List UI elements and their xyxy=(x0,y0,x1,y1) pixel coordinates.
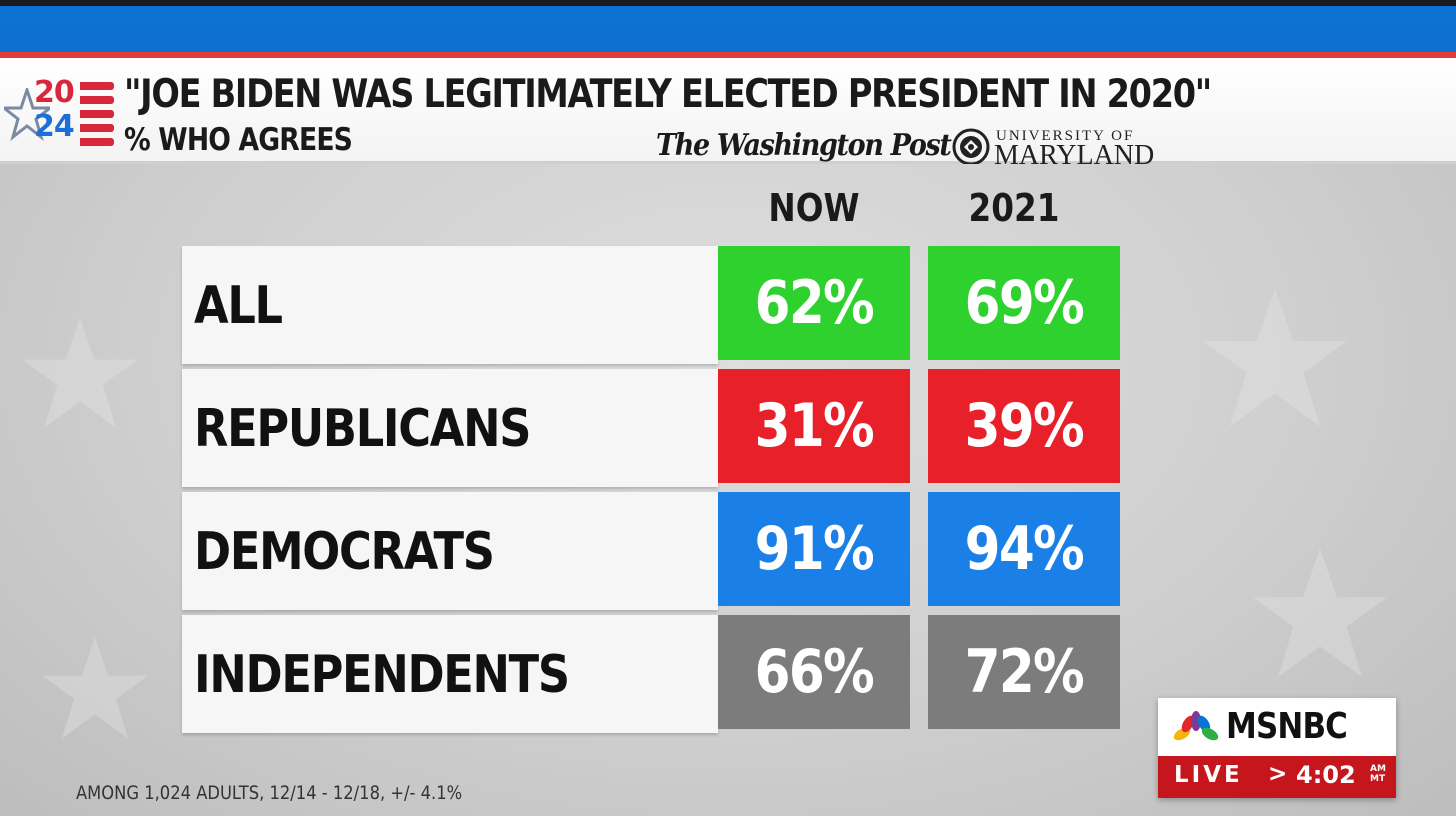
logo-digits-bottom: 24 xyxy=(34,109,75,144)
page-title: "JOE BIDEN WAS LEGITIMATELY ELECTED PRES… xyxy=(124,72,1212,117)
cell-2021: 72% xyxy=(928,615,1120,729)
cell-2021: 39% xyxy=(928,369,1120,483)
row-label: DEMOCRATS xyxy=(194,522,495,582)
graphic-header: 20 24 "JOE BIDEN WAS LEGITIMATELY ELECTE… xyxy=(0,52,1456,171)
cell-value-2021: 72% xyxy=(964,637,1085,707)
background-star-icon xyxy=(42,637,148,739)
live-bar: LIVE > 4:02 AM MT xyxy=(1158,756,1396,798)
star-icon xyxy=(4,88,50,142)
election-2024-logo: 20 24 xyxy=(4,76,114,156)
cell-now: 62% xyxy=(718,246,910,360)
row-democrats: DEMOCRATS 91% 94% xyxy=(182,492,1122,610)
network-name: MSNBC xyxy=(1226,706,1348,747)
time-zone: MT xyxy=(1370,774,1386,784)
washington-post-logo: The Washington Post xyxy=(656,128,952,163)
row-label: INDEPENDENTS xyxy=(194,645,570,705)
cell-value-now: 91% xyxy=(754,514,875,584)
cell-value-2021: 39% xyxy=(964,391,1085,461)
footnote: AMONG 1,024 ADULTS, 12/14 - 12/18, +/- 4… xyxy=(76,782,463,804)
cell-2021: 69% xyxy=(928,246,1120,360)
row-label: REPUBLICANS xyxy=(194,399,531,459)
cell-value-now: 31% xyxy=(754,391,875,461)
live-time: 4:02 xyxy=(1296,761,1356,789)
row-label: ALL xyxy=(194,276,283,336)
cell-value-now: 62% xyxy=(754,268,875,338)
peacock-icon xyxy=(1173,711,1219,742)
logo-digits-top: 20 xyxy=(34,75,75,110)
row-label-box: DEMOCRATS xyxy=(182,492,718,610)
cell-value-now: 66% xyxy=(754,637,875,707)
page-subtitle: % WHO AGREES xyxy=(124,122,353,158)
row-label-box: REPUBLICANS xyxy=(182,369,718,487)
cell-2021: 94% xyxy=(928,492,1120,606)
row-all: ALL 62% 69% xyxy=(182,246,1122,364)
background-star-icon xyxy=(1252,548,1388,677)
umd-seal-icon xyxy=(952,128,990,166)
logo-stripes xyxy=(80,82,114,148)
cell-now: 66% xyxy=(718,615,910,729)
column-header-2021: 2021 xyxy=(968,186,1060,230)
background-star-icon xyxy=(1203,288,1347,427)
umd-logo-line1: UNIVERSITY OF xyxy=(996,128,1135,144)
row-label-box: ALL xyxy=(182,246,718,364)
network-bug: MSNBC LIVE > 4:02 AM MT xyxy=(1158,698,1396,798)
network-logo-area: MSNBC xyxy=(1158,698,1396,756)
cell-value-2021: 94% xyxy=(964,514,1085,584)
chevron-right-icon: > xyxy=(1268,761,1288,787)
time-suffix: AM MT xyxy=(1370,764,1390,784)
results-panel: NOW 2021 ALL 62% 69% REPUBLICANS 31% 39%… xyxy=(0,164,1456,816)
row-label-box: INDEPENDENTS xyxy=(182,615,718,733)
live-label: LIVE xyxy=(1174,762,1243,788)
cell-now: 31% xyxy=(718,369,910,483)
cell-now: 91% xyxy=(718,492,910,606)
background-star-icon xyxy=(22,317,138,428)
time-ampm: AM xyxy=(1370,764,1386,774)
cell-value-2021: 69% xyxy=(964,268,1085,338)
row-republicans: REPUBLICANS 31% 39% xyxy=(182,369,1122,487)
row-independents: INDEPENDENTS 66% 72% xyxy=(182,615,1122,733)
column-header-now: NOW xyxy=(768,186,860,230)
top-blue-bar xyxy=(0,0,1456,52)
